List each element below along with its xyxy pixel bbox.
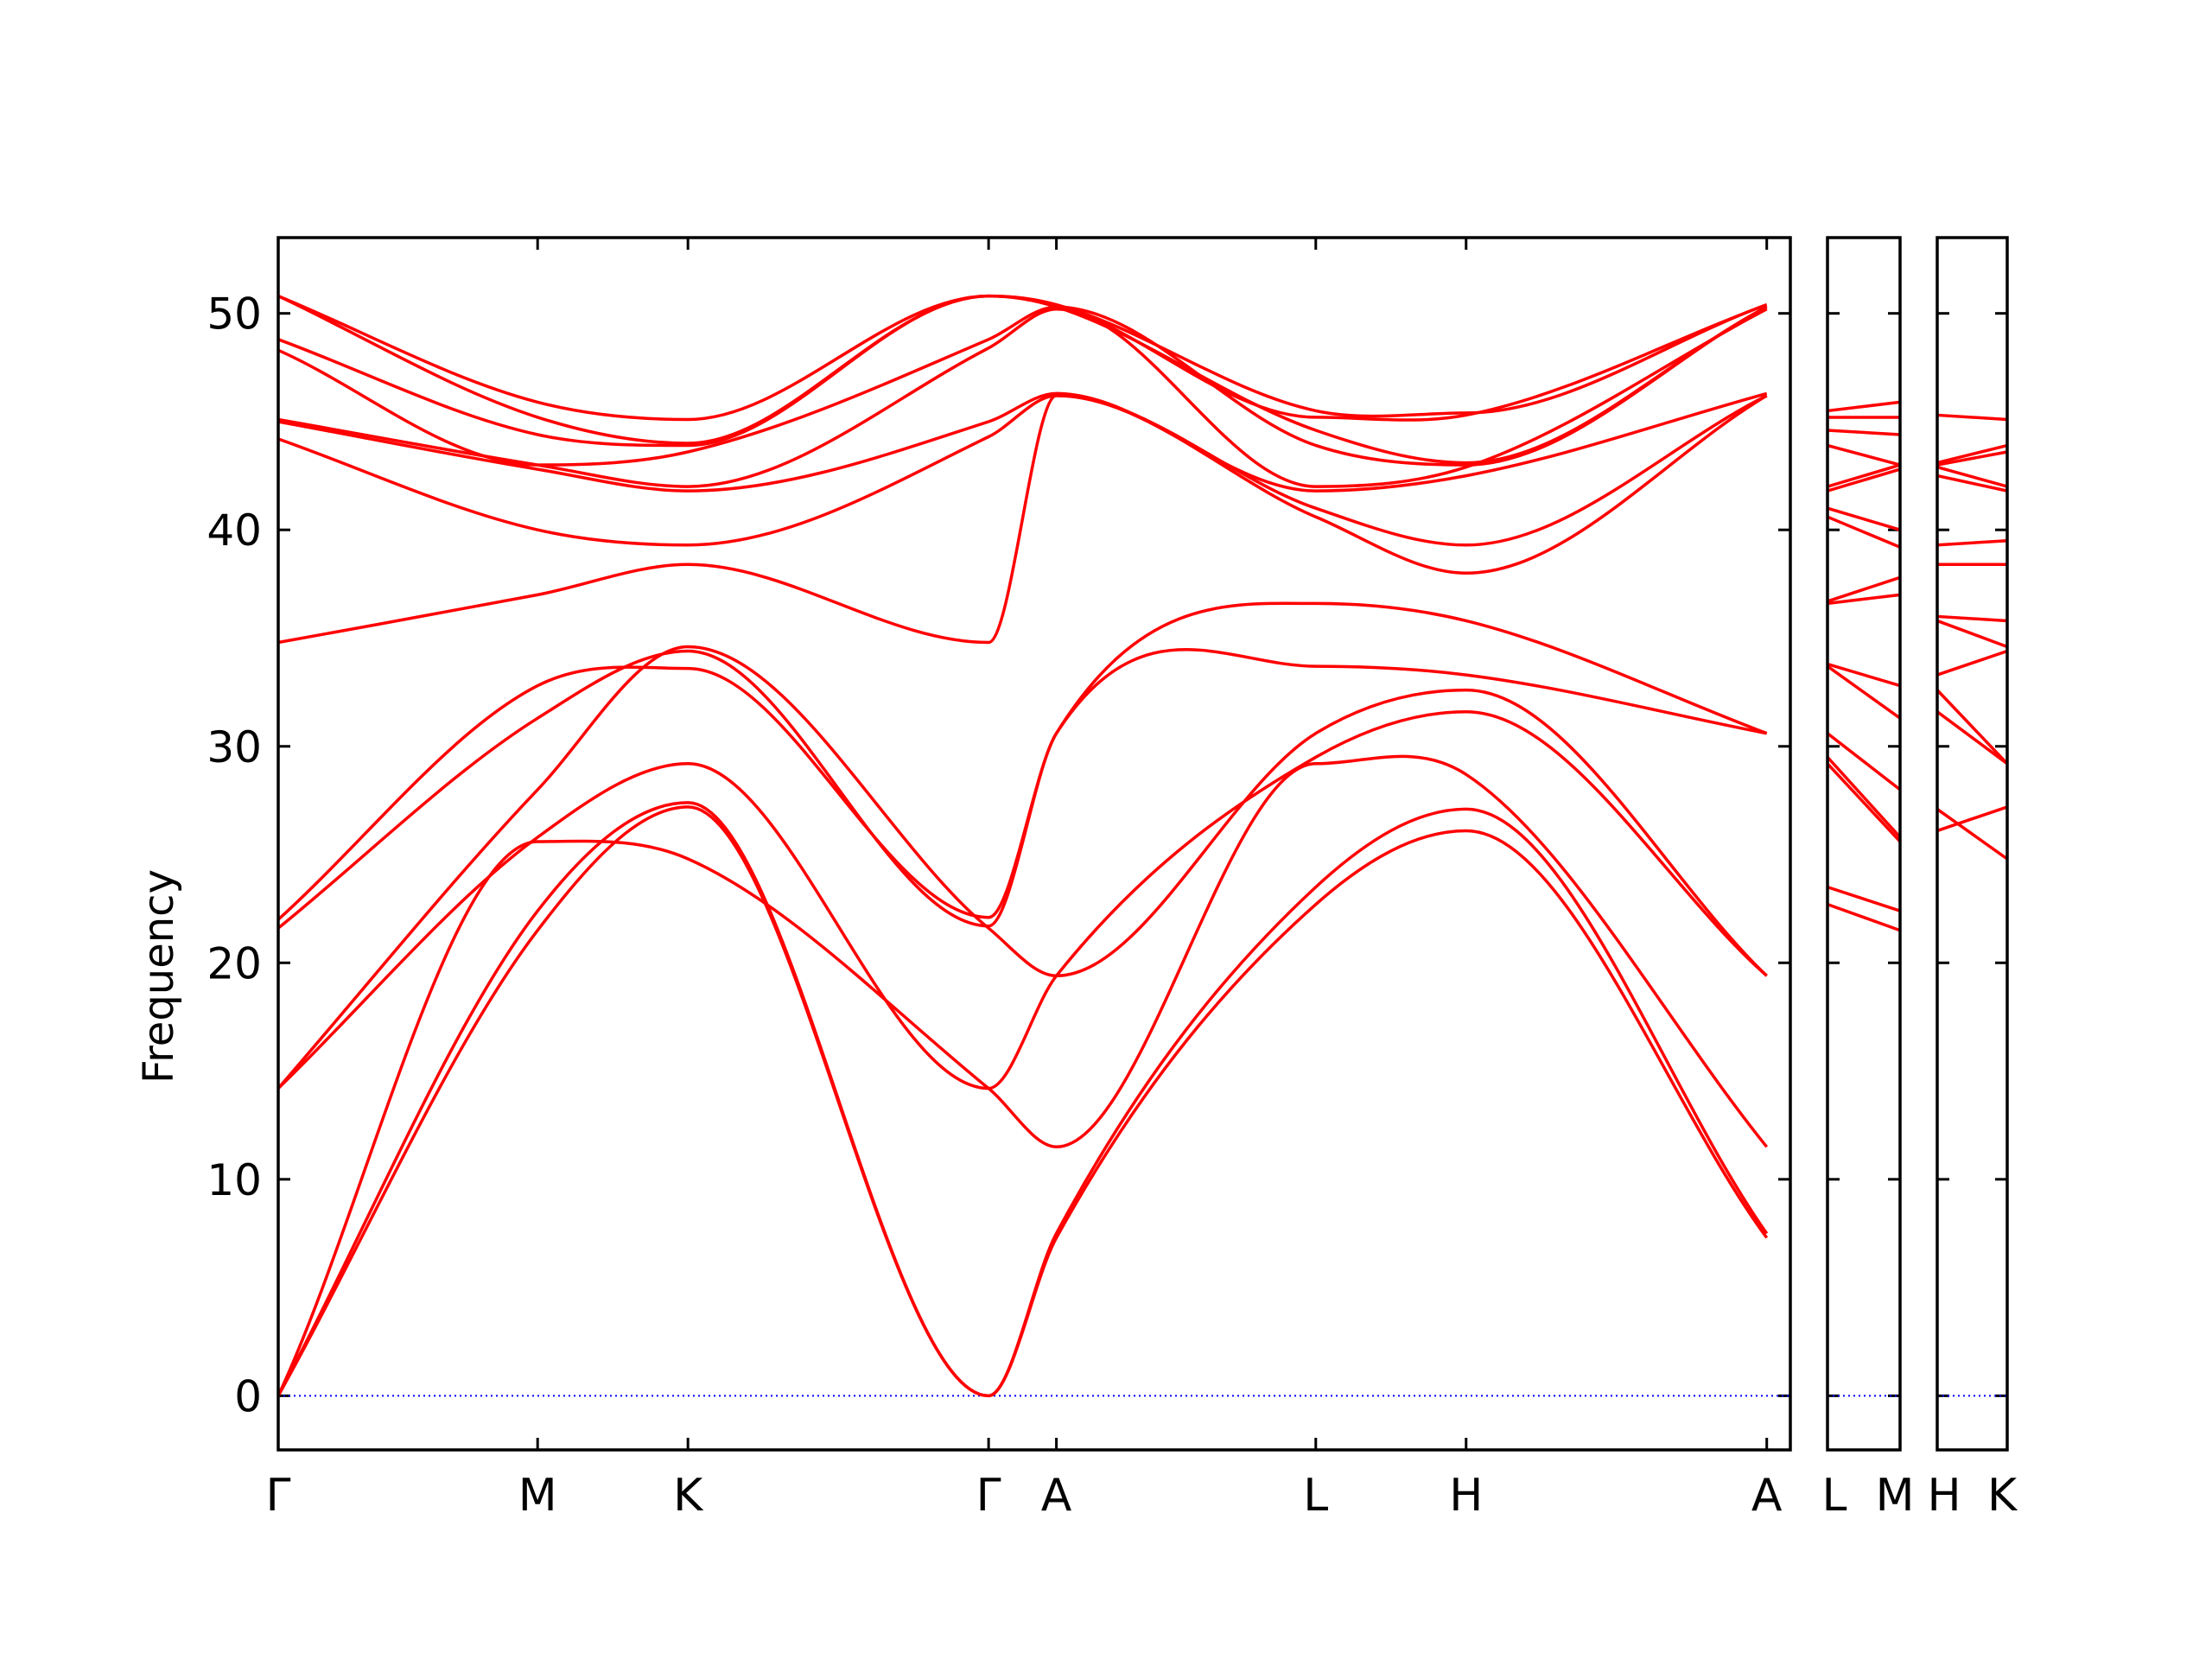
- y-tick-label: 20: [207, 938, 262, 988]
- band-line: [276, 754, 1769, 1397]
- band-line: [1936, 710, 2009, 766]
- band-line: [1826, 762, 1902, 843]
- band-line: [1826, 664, 1902, 720]
- kpoint-label: L: [1822, 1470, 1847, 1522]
- band-line: [276, 709, 1768, 1090]
- band-line: [1936, 539, 2008, 547]
- band-line: [1936, 807, 2009, 861]
- band-line: [1936, 474, 2008, 493]
- kpoint-label: Γ: [266, 1470, 291, 1522]
- panel-frame: [276, 236, 1792, 1452]
- band-line: [276, 645, 1768, 1090]
- band-line: [1827, 506, 1901, 531]
- y-tick-label: 50: [207, 289, 262, 340]
- kpoint-label: Γ: [976, 1470, 1001, 1522]
- band-line: [277, 305, 1768, 467]
- band-line: [1936, 443, 2008, 465]
- y-tick-label: 30: [207, 722, 262, 772]
- band-line: [1936, 450, 2008, 467]
- band-line: [1826, 756, 1902, 839]
- band-line: [276, 648, 1768, 930]
- y-tick-label: 40: [207, 505, 262, 556]
- band-line: [1827, 463, 1901, 488]
- kpoint-label: M: [518, 1470, 557, 1522]
- band-line: [1827, 575, 1901, 603]
- panel-frame: [1936, 236, 2009, 1452]
- band-line: [1826, 732, 1902, 791]
- band-line: [1827, 467, 1901, 493]
- band-line: [277, 394, 1768, 645]
- band-line: [1827, 515, 1901, 549]
- band-line: [1936, 649, 2008, 677]
- band-line: [1827, 885, 1901, 912]
- kpoint-label: H: [1927, 1470, 1961, 1522]
- y-axis-label: Frequency: [135, 869, 183, 1084]
- kpoint-label: K: [1987, 1470, 2018, 1522]
- kpoint-label: M: [1876, 1470, 1915, 1522]
- band-line: [277, 391, 1768, 493]
- band-line: [276, 805, 1769, 1398]
- band-line: [1936, 465, 2008, 488]
- band-line: [1827, 903, 1901, 932]
- band-line: [276, 801, 1769, 1398]
- kpoint-label: A: [1041, 1470, 1072, 1522]
- band-line: [1827, 593, 1901, 606]
- band-line: [1936, 619, 2008, 649]
- band-line: [1936, 614, 2008, 623]
- kpoint-label: H: [1449, 1470, 1483, 1522]
- band-line: [1827, 400, 1901, 413]
- band-line: [1936, 413, 2008, 422]
- band-line: [1827, 662, 1901, 688]
- band-line: [276, 601, 1768, 921]
- panel-frame: [1826, 236, 1902, 1452]
- band-line: [277, 394, 1768, 547]
- kpoint-label: K: [673, 1470, 704, 1522]
- band-line: [277, 307, 1768, 488]
- band-line: [1827, 429, 1901, 436]
- band-line: [1827, 443, 1901, 467]
- band-line: [1936, 805, 2008, 833]
- y-tick-label: 10: [207, 1155, 262, 1205]
- y-tick-label: 0: [234, 1371, 262, 1421]
- kpoint-label: L: [1303, 1470, 1328, 1522]
- band-line: [277, 294, 1768, 422]
- kpoint-label: A: [1751, 1470, 1783, 1522]
- band-line: [1936, 689, 2009, 766]
